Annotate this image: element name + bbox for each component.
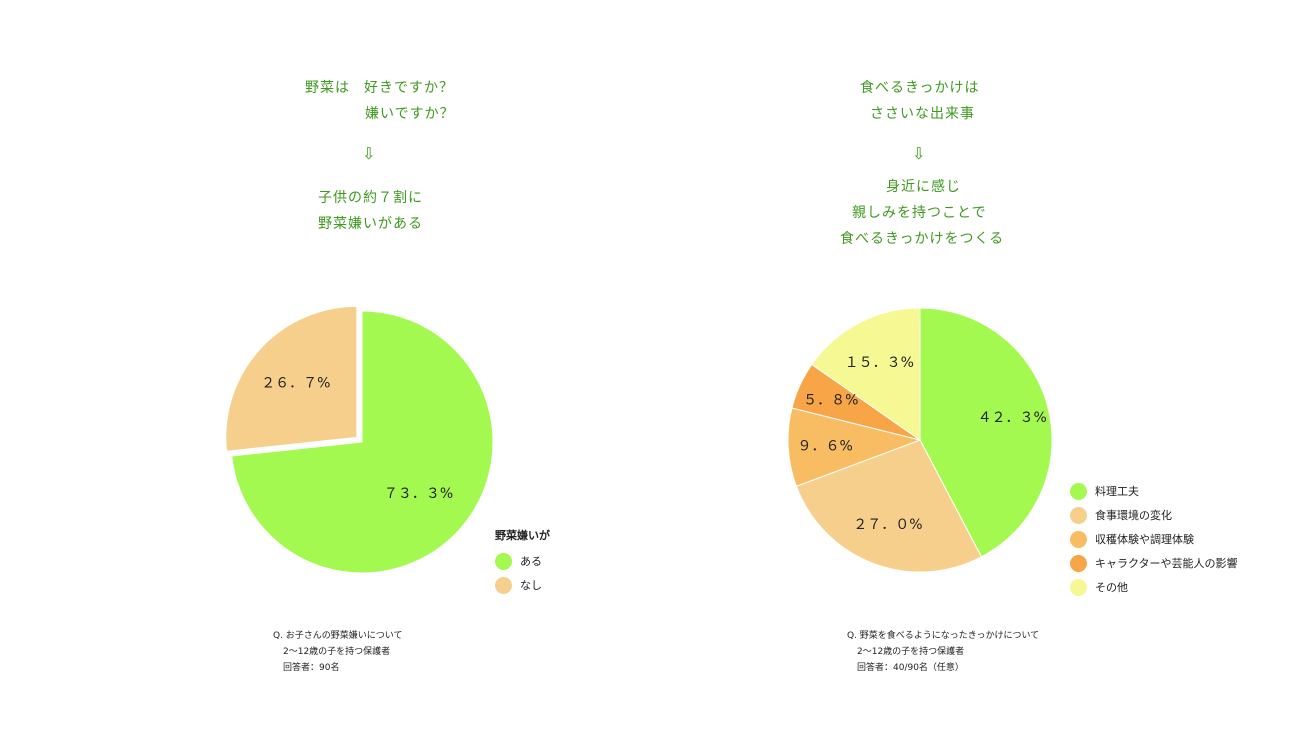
legend-left: 野菜嫌いが あるなし <box>495 527 550 597</box>
legend-label: ある <box>520 555 542 568</box>
headline-line4: 親しみを持つことで <box>852 205 987 221</box>
headline-line3: 子供の約７割に <box>318 190 423 206</box>
pie-slice-4 <box>811 307 921 441</box>
legend-item-1: 食事環境の変化 <box>1070 503 1238 527</box>
legend-swatch <box>1070 506 1087 524</box>
headline-line1-a: 野菜は <box>305 80 350 96</box>
headline-line5: 食べるきっかけをつくる <box>840 231 1005 247</box>
legend-item-2: 収穫体験や調理体験 <box>1070 527 1238 551</box>
pie-slice-2 <box>787 407 922 487</box>
left-panel: 野菜は 好きですか？ 嫌いですか？ ⇩ 子供の約７割に 野菜嫌いがある ７３．３%… <box>225 75 550 676</box>
headline-line3: 身近に感じ <box>886 179 961 195</box>
survey-note-right: Q. 野菜を食べるようになったきっかけについて 2〜12歳の子を持つ保護者 回答… <box>847 628 1039 676</box>
survey-target: 2〜12歳の子を持つ保護者 <box>283 647 391 657</box>
legend-label: なし <box>520 579 542 592</box>
pie-data-label-4: １５．３% <box>845 355 914 371</box>
survey-target: 2〜12歳の子を持つ保護者 <box>857 647 965 657</box>
survey-respondents: 回答者：40/90名（任意） <box>857 663 964 673</box>
down-arrow-icon: ⇩ <box>912 144 926 163</box>
legend-swatch <box>495 552 512 570</box>
survey-respondents: 回答者：90名 <box>283 663 340 673</box>
legend-swatch <box>1070 554 1087 572</box>
headline-line1-b: 好きですか？ <box>364 80 454 96</box>
survey-question: Q. お子さんの野菜嫌いについて <box>273 631 403 641</box>
pie-data-label-0: ４２．３% <box>978 410 1047 426</box>
pie-slice-1 <box>225 305 358 452</box>
legend-swatch <box>495 576 512 594</box>
legend-swatch <box>1070 578 1087 596</box>
pie-slice-0 <box>231 310 494 574</box>
legend-label: キャラクターや芸能人の影響 <box>1095 557 1238 570</box>
right-panel: 食べるきっかけは ささいな出来事 ⇩ 身近に感じ 親しみを持つことで 食べるきっ… <box>650 0 1300 738</box>
down-arrow-icon: ⇩ <box>362 144 376 163</box>
pie-data-label-2: ９．６% <box>797 438 852 454</box>
legend-title: 野菜嫌いが <box>495 529 550 542</box>
headline-line4: 野菜嫌いがある <box>318 216 423 232</box>
headline-line2: 嫌いですか？ <box>365 106 455 122</box>
legend-label: 食事環境の変化 <box>1095 509 1172 522</box>
legend-label: 収穫体験や調理体験 <box>1095 533 1194 546</box>
pie-chart-right: ４２．３% ２７．０% ９．６% ５．８% １５．３% <box>787 307 1053 573</box>
legend-swatch <box>1070 530 1087 548</box>
headline-line1: 野菜は 好きですか？ <box>305 75 454 101</box>
legend-item-0: ある <box>495 549 550 573</box>
pie-data-label-1: ２６．７% <box>261 376 330 392</box>
legend-label: その他 <box>1095 581 1128 594</box>
legend-item-4: その他 <box>1070 575 1238 599</box>
pie-data-label-0: ７３．３% <box>384 486 453 502</box>
survey-question: Q. 野菜を食べるようになったきっかけについて <box>847 631 1040 641</box>
headline-line2: ささいな出来事 <box>870 106 975 122</box>
pie-slice-1 <box>795 439 983 573</box>
headline-line1: 食べるきっかけは <box>860 80 980 96</box>
pie-slice-0 <box>919 307 1053 558</box>
legend-label: 料理工夫 <box>1095 485 1139 498</box>
legend-item-3: キャラクターや芸能人の影響 <box>1070 551 1238 575</box>
legend-item-1: なし <box>495 573 550 597</box>
pie-chart-left: ７３．３% ２６．７% <box>225 305 494 574</box>
survey-note-left: Q. お子さんの野菜嫌いについて 2〜12歳の子を持つ保護者 回答者：90名 <box>273 628 403 676</box>
pie-data-label-3: ５．８% <box>803 392 858 408</box>
pie-data-label-1: ２７．０% <box>853 517 922 533</box>
legend-item-0: 料理工夫 <box>1070 479 1238 503</box>
legend-swatch <box>1070 482 1087 500</box>
legend-right: 料理工夫食事環境の変化収穫体験や調理体験キャラクターや芸能人の影響 その他 <box>1070 479 1238 599</box>
